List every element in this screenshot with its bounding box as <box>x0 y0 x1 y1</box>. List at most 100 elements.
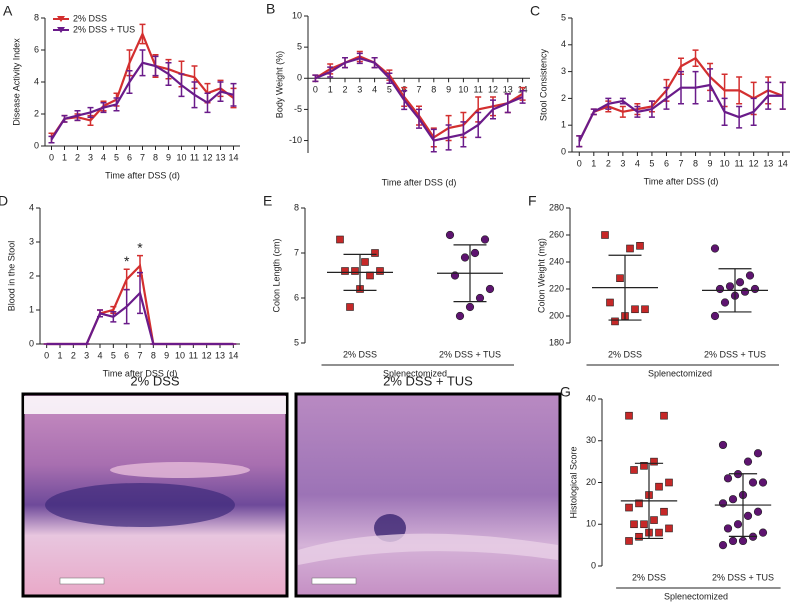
data-point <box>660 507 668 516</box>
y-tick-label: 8 <box>34 12 39 22</box>
data-point <box>718 541 728 550</box>
data-point <box>725 282 735 291</box>
y-tick-label: 0 <box>297 73 302 83</box>
x-tick-label: 9 <box>166 152 171 162</box>
data-point <box>341 267 349 275</box>
data-point <box>346 303 354 311</box>
panel-label: G <box>560 384 571 400</box>
x-tick-label: 13 <box>215 152 225 162</box>
x-tick-label: 4 <box>97 350 102 360</box>
x-tick-label: 8 <box>693 158 698 168</box>
y-tick-label: 280 <box>549 202 564 212</box>
panel-label: A <box>3 3 13 19</box>
x-tick-label: 6 <box>127 152 132 162</box>
x-tick-label: 6 <box>664 158 669 168</box>
x-tick-label: 11 <box>734 158 743 168</box>
x-tick-label: 12 <box>202 152 212 162</box>
panel-label: D <box>0 193 8 209</box>
data-point <box>611 317 619 326</box>
x-tick-label: 1 <box>591 158 596 168</box>
x-tick-label: 6 <box>124 350 129 360</box>
data-point <box>748 478 758 487</box>
data-point <box>660 411 668 420</box>
annotation: * <box>137 239 143 255</box>
x-axis-label: Time after DSS (d) <box>103 368 178 378</box>
y-tick-label: 180 <box>549 337 564 347</box>
x-tick-label: 4 <box>101 152 106 162</box>
y-tick-label: 240 <box>549 256 564 266</box>
data-point <box>655 528 663 537</box>
y-tick-label: 3 <box>561 66 566 76</box>
data-point <box>371 249 379 257</box>
panel-label: E <box>263 193 272 209</box>
data-point <box>750 284 760 294</box>
y-tick-label: 2 <box>34 108 39 118</box>
legend-marker <box>57 27 65 33</box>
x-tick-label: 9 <box>164 350 169 360</box>
x-tick-label: 0 <box>49 152 54 162</box>
data-point <box>470 248 480 258</box>
image-title: 2% DSS <box>130 373 179 388</box>
x-tick-label: 9 <box>446 85 451 95</box>
annotation: * <box>124 253 130 269</box>
x-tick-label: 3 <box>620 158 625 168</box>
y-tick-label: 3 <box>29 236 34 246</box>
y-tick-label: 10 <box>586 519 596 529</box>
data-point <box>640 520 648 529</box>
data-point <box>485 284 495 294</box>
data-point <box>733 520 743 529</box>
y-tick-label: 7 <box>294 247 299 257</box>
y-tick-label: 4 <box>34 76 39 86</box>
data-point <box>635 499 643 508</box>
x-tick-label: 8 <box>153 152 158 162</box>
x-tick-label: 13 <box>215 350 225 360</box>
x-tick-label: 0 <box>577 158 582 168</box>
y-axis-label: Colon Weight (mg) <box>536 238 546 313</box>
x-tick-label: 3 <box>357 85 362 95</box>
series-line <box>314 57 524 142</box>
y-tick-label: 8 <box>294 202 299 212</box>
y-tick-label: 5 <box>297 42 302 52</box>
x-tick-label: 7 <box>137 350 142 360</box>
y-tick-label: 30 <box>586 435 596 445</box>
x-tick-label: 5 <box>387 85 392 95</box>
data-point <box>366 271 374 280</box>
x-tick-label: 14 <box>228 152 238 162</box>
histology-left <box>21 392 289 598</box>
y-tick-label: 0 <box>34 140 39 150</box>
histology-right <box>294 392 562 598</box>
x-tick-label: 11 <box>474 85 483 95</box>
data-point <box>743 511 753 521</box>
y-tick-label: 200 <box>549 310 564 320</box>
x-tick-label: 2% DSS <box>343 349 377 359</box>
y-tick-label: 6 <box>34 44 39 54</box>
x-tick-label: 1 <box>328 85 333 95</box>
y-axis-label: Body Weight (%) <box>274 51 284 118</box>
x-tick-label: 2 <box>342 85 347 95</box>
x-tick-label: 14 <box>778 158 788 168</box>
legend-marker <box>57 16 65 22</box>
x-tick-label: 10 <box>720 158 730 168</box>
y-tick-label: 5 <box>294 337 299 347</box>
data-point <box>710 311 720 321</box>
data-point <box>758 528 768 537</box>
sd-bar <box>718 268 752 313</box>
y-tick-label: -5 <box>294 104 302 114</box>
x-tick-label: 2% DSS + TUS <box>439 349 501 359</box>
sd-bar <box>728 473 758 537</box>
data-point <box>738 536 748 546</box>
y-axis-label: Disease Activity Index <box>11 38 21 126</box>
x-tick-label: 11 <box>190 152 199 162</box>
x-tick-label: 2% DSS <box>632 572 666 582</box>
x-axis-label: Time after DSS (d) <box>382 177 457 187</box>
x-tick-label: 13 <box>503 85 513 95</box>
data-point <box>665 524 673 533</box>
x-tick-label: 12 <box>749 158 759 168</box>
y-tick-label: 2 <box>561 93 566 103</box>
x-tick-label: 5 <box>111 350 116 360</box>
y-tick-label: 1 <box>29 304 34 314</box>
y-tick-label: -10 <box>289 135 302 145</box>
y-tick-label: 2 <box>29 270 34 280</box>
x-tick-label: 5 <box>649 158 654 168</box>
